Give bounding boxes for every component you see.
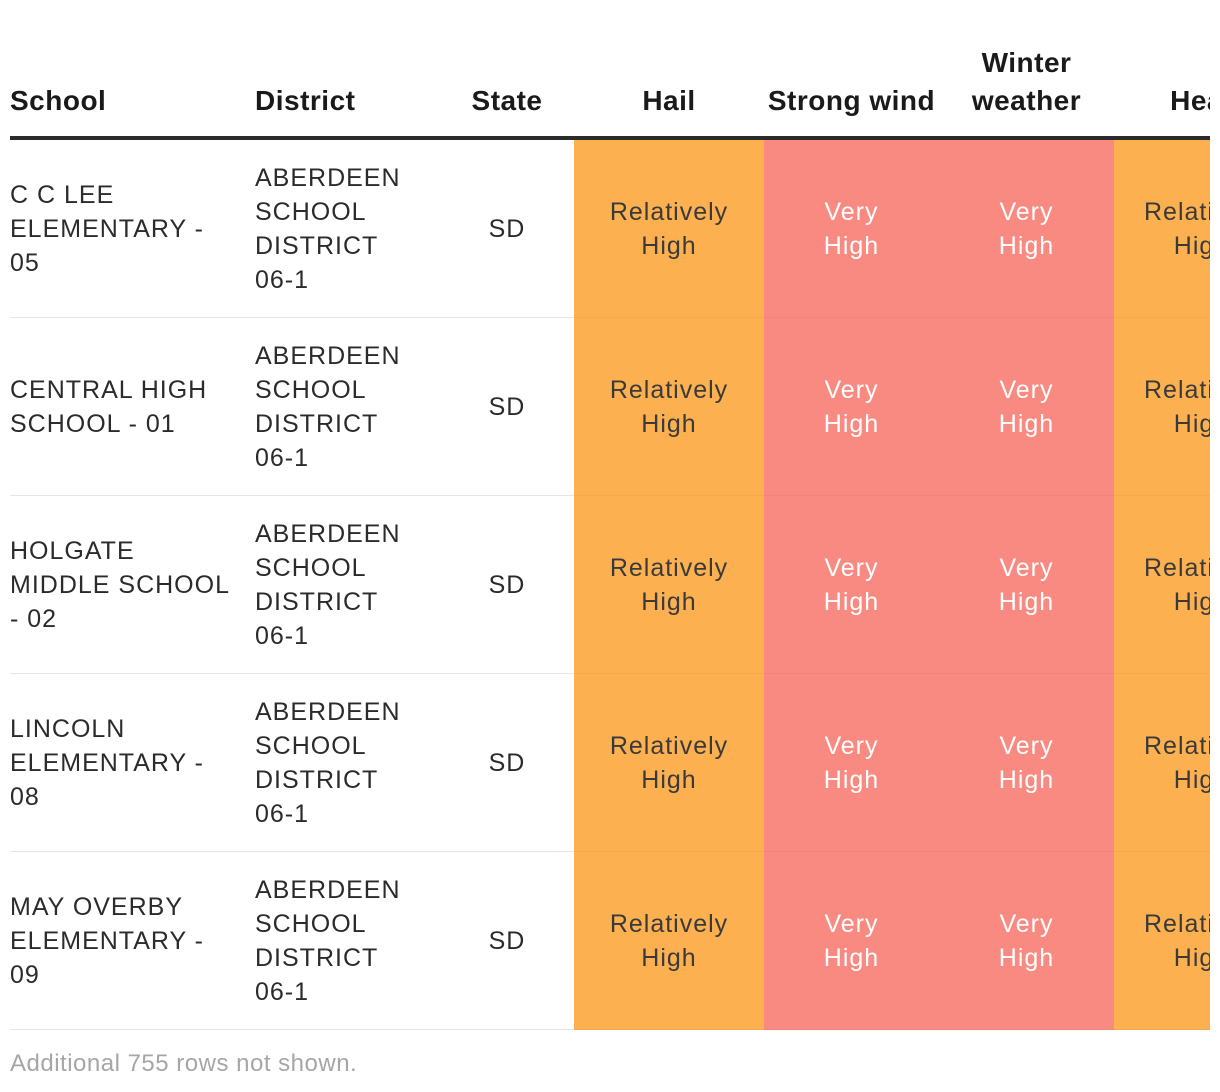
data-table: School District State Hail Strong wind Winter… — [10, 44, 1210, 1030]
table-cell: SD — [440, 673, 574, 852]
column-header: Heat — [1114, 44, 1210, 140]
risk-cell: Relatively High — [574, 317, 764, 496]
risk-cell: Very High — [764, 317, 939, 496]
table-cell: CENTRAL HIGH SCHOOL - 01 — [10, 317, 255, 496]
risk-cell: Very High — [764, 673, 939, 852]
table-cell: C C LEE ELEMENTARY - 05 — [10, 138, 255, 318]
footer-note: Additional 755 rows not shown. — [10, 1050, 358, 1077]
column-header: School — [10, 44, 255, 140]
table-cell: ABERDEEN SCHOOL DISTRICT 06-1 — [255, 317, 440, 496]
table-row: CENTRAL HIGH SCHOOL - 01 ABERDEEN SCHOOL … — [10, 317, 1210, 496]
table-container: School District State Hail Strong wind Winter… — [10, 44, 1210, 1030]
risk-cell: Very High — [764, 851, 939, 1030]
table-row: HOLGATE MIDDLE SCHOOL - 02 ABERDEEN SCHOO… — [10, 495, 1210, 674]
column-header: State — [440, 44, 574, 140]
risk-cell: Relatively High — [1114, 673, 1210, 852]
table-cell: SD — [440, 138, 574, 318]
column-header: Winter weather — [939, 44, 1114, 140]
table-cell: SD — [440, 495, 574, 674]
table-cell: MAY OVERBY ELEMENTARY - 09 — [10, 851, 255, 1030]
table-cell: SD — [440, 851, 574, 1030]
risk-cell: Relatively High — [574, 673, 764, 852]
risk-cell: Very High — [939, 495, 1114, 674]
table-row: MAY OVERBY ELEMENTARY - 09 ABERDEEN SCHOO… — [10, 851, 1210, 1030]
table-cell: HOLGATE MIDDLE SCHOOL - 02 — [10, 495, 255, 674]
table-cell: ABERDEEN SCHOOL DISTRICT 06-1 — [255, 138, 440, 318]
risk-cell: Very High — [764, 495, 939, 674]
table-cell: ABERDEEN SCHOOL DISTRICT 06-1 — [255, 495, 440, 674]
risk-cell: Very High — [764, 138, 939, 318]
table-body: C C LEE ELEMENTARY - 05 ABERDEEN SCHOOL D… — [10, 138, 1210, 1030]
table-cell: LINCOLN ELEMENTARY - 08 — [10, 673, 255, 852]
risk-cell: Very High — [939, 317, 1114, 496]
risk-cell: Relatively High — [574, 851, 764, 1030]
table-row: LINCOLN ELEMENTARY - 08 ABERDEEN SCHOOL D… — [10, 673, 1210, 852]
risk-cell: Relatively High — [1114, 851, 1210, 1030]
risk-cell: Relatively High — [574, 495, 764, 674]
risk-cell: Relatively High — [574, 138, 764, 318]
risk-cell: Relatively High — [1114, 138, 1210, 318]
column-header: Strong wind — [764, 44, 939, 140]
risk-cell: Very High — [939, 138, 1114, 318]
column-header: District — [255, 44, 440, 140]
table-cell: ABERDEEN SCHOOL DISTRICT 06-1 — [255, 851, 440, 1030]
risk-cell: Relatively High — [1114, 495, 1210, 674]
table-cell: ABERDEEN SCHOOL DISTRICT 06-1 — [255, 673, 440, 852]
risk-cell: Relatively High — [1114, 317, 1210, 496]
header-row: School District State Hail Strong wind Winter… — [10, 44, 1210, 140]
risk-cell: Very High — [939, 673, 1114, 852]
column-header: Hail — [574, 44, 764, 140]
risk-cell: Very High — [939, 851, 1114, 1030]
table-cell: SD — [440, 317, 574, 496]
table-row: C C LEE ELEMENTARY - 05 ABERDEEN SCHOOL D… — [10, 138, 1210, 318]
